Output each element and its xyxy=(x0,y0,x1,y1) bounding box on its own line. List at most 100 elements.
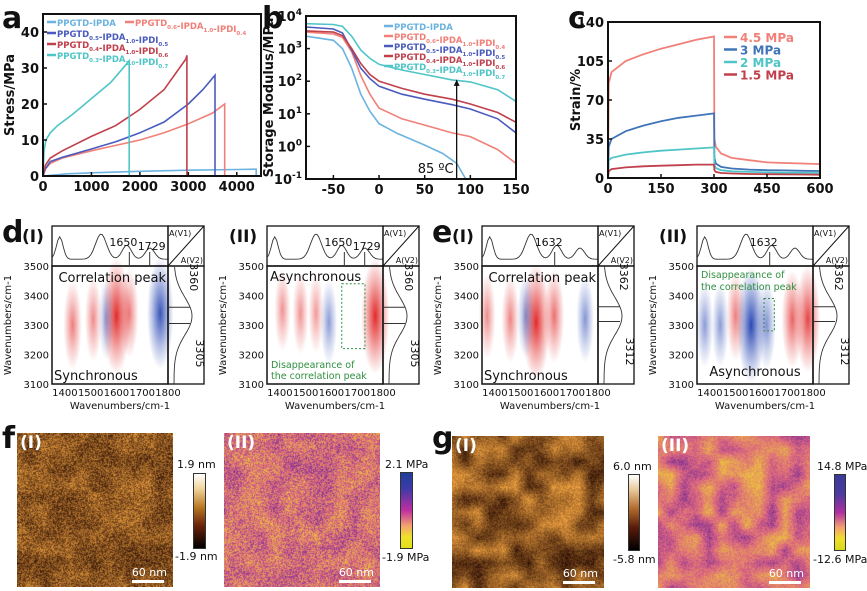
panel-label-c: c xyxy=(568,1,586,36)
top-peak-label-1: 1729 xyxy=(138,240,166,253)
contour-blob-0 xyxy=(63,280,82,370)
contour-blob-5 xyxy=(576,275,594,363)
legend-entry-2: PPGTD0.5-IPDA1.0-IPDI0.5 xyxy=(394,43,505,61)
contour-blob-0 xyxy=(696,282,714,368)
contour-blob-1 xyxy=(711,282,729,368)
top-peak-label-0: 1632 xyxy=(750,236,778,249)
colorbar-g-i-min: -5.8 nm xyxy=(613,553,656,566)
corner-label-v1: A(V1) xyxy=(169,229,191,238)
legend-entry-0: PPGTD-IPDA xyxy=(57,19,116,29)
legend-entry-3: PPGTD0.4-IPDA1.0-IPDI0.6 xyxy=(394,53,505,71)
chart-e-ii-asynchronous: 1632 A(V1) A(V2)3362 3312 1400 1500 1600 1700 18… xyxy=(648,225,851,410)
legend-entry-0: 4.5 MPa xyxy=(740,31,794,45)
y-axis-label: Wavenumbers/cm-1 xyxy=(218,275,229,375)
series-line-1 xyxy=(607,112,821,179)
y-axis-label: Wavenumbers/cm-1 xyxy=(3,275,14,375)
colorbar-g-i-max: 6.0 nm xyxy=(613,460,652,473)
series-line-0 xyxy=(305,35,467,180)
scale-bar-line xyxy=(562,581,595,584)
y-axis-label: Wavenumbers/cm-1 xyxy=(648,275,659,375)
side-peak-label-0: 3362 xyxy=(617,263,630,291)
y-axis-label: Storage Modulus/MPa xyxy=(262,18,277,178)
top-1d-spectrum xyxy=(481,233,598,260)
top-peak-label-1: 1729 xyxy=(353,240,381,253)
contour-blob-4 xyxy=(757,280,776,370)
x-tick-label: 1700 xyxy=(129,388,154,399)
contour-blob-0 xyxy=(478,273,496,359)
contour-blob-1 xyxy=(84,276,102,362)
side-peak-label-0: 3362 xyxy=(832,263,845,291)
y-tick-label: 103 xyxy=(278,41,302,58)
x-tick-label: 3000 xyxy=(170,180,206,195)
legend-entry-1: PPGTD0.6-IPDA1.0-IPDI0.4 xyxy=(135,19,246,37)
title-correlation-peak: Correlation peak xyxy=(58,271,166,286)
y-tick-label: 101 xyxy=(278,106,302,123)
colorbar-f-i-max: 1.9 nm xyxy=(177,458,216,471)
y-tick-label: 70 xyxy=(586,94,604,109)
contour-blob-4 xyxy=(517,273,535,359)
colorbar-g-ii-max: 14.8 MPa xyxy=(817,460,867,473)
side-1d-spectrum xyxy=(603,265,623,384)
x-tick-label: 50 xyxy=(416,183,434,195)
afm-image-canvas xyxy=(224,433,380,587)
y-tick-label: 3400 xyxy=(669,292,694,303)
legend-entry-3: 1.5 MPa xyxy=(740,69,794,83)
x-tick-label: 1400 xyxy=(697,388,722,399)
x-tick-label: 1500 xyxy=(508,388,533,399)
y-tick-label: 10-1 xyxy=(274,171,302,188)
sub-panel-label: (I) xyxy=(452,227,474,247)
y-tick-label: 3200 xyxy=(454,351,479,362)
corner-label-v1: A(V1) xyxy=(599,229,621,238)
contour-blob-3 xyxy=(544,269,565,364)
x-tick-label: 100 xyxy=(457,183,484,195)
colorbar-g-ii xyxy=(834,474,846,551)
x-tick-label: 450 xyxy=(753,182,780,195)
y-tick-label: 3300 xyxy=(669,321,694,332)
top-peak-label-0: 1650 xyxy=(109,236,137,249)
x-tick-label: 600 xyxy=(806,182,833,195)
corner-box xyxy=(597,225,635,267)
y-tick-label: 3500 xyxy=(24,262,49,273)
x-axis-label: Wavenumbers/cm-1 xyxy=(500,401,600,410)
colorbar-g-ii-min: -12.6 MPa xyxy=(813,553,867,566)
plot-frame xyxy=(42,13,262,177)
afm-image-canvas xyxy=(17,433,173,587)
contour-blob-4 xyxy=(361,258,390,375)
side-1d-spectrum xyxy=(388,265,408,384)
chart-a-stress-strain: 01000200030004000010203040Strain/%Stress… xyxy=(3,13,262,195)
y-tick-label: 3200 xyxy=(239,351,264,362)
annotation-line2: the correlation peak xyxy=(271,371,367,382)
y-tick-label: 3500 xyxy=(239,262,264,273)
x-tick-label: 1800 xyxy=(800,388,825,399)
annotation-line1: Disappearance of xyxy=(701,270,785,281)
y-tick-label: 3200 xyxy=(24,351,49,362)
y-tick-label: 3400 xyxy=(454,292,479,303)
panel-label-a: a xyxy=(2,1,23,36)
contour-blob-3 xyxy=(320,279,338,365)
contour-blob-1 xyxy=(501,275,520,363)
colorbar-f-ii xyxy=(400,472,413,549)
side-peak-label-1: 3305 xyxy=(193,340,206,368)
scale-bar-line xyxy=(338,580,371,583)
contour-blob-2 xyxy=(308,272,324,354)
scale-bar-label: 60 nm xyxy=(562,567,598,580)
corner-label-v2: A(V2) xyxy=(181,256,203,265)
chart-b-storage-modulus: -5005010015010-1100101102103104Temperatu… xyxy=(262,8,530,195)
x-tick-label: 1500 xyxy=(723,388,748,399)
contour-blob-1 xyxy=(292,271,309,355)
arrow-head xyxy=(453,79,460,86)
x-tick-label: 1800 xyxy=(155,388,180,399)
y-tick-label: 3100 xyxy=(24,380,49,391)
mode-label: Asynchronous xyxy=(270,270,361,285)
afm-sub-label: (I) xyxy=(20,433,42,453)
scale-bar: 60 nm xyxy=(338,566,374,583)
x-tick-label: 0 xyxy=(603,182,612,195)
y-axis-label: Wavenumbers/cm-1 xyxy=(433,275,444,375)
corner-diagonal xyxy=(597,225,635,267)
colorbar-f-i xyxy=(193,473,206,549)
series-line-3 xyxy=(607,163,821,179)
side-1d-spectrum xyxy=(173,265,193,384)
series-line-0 xyxy=(607,35,821,179)
top-peak-label-0: 1650 xyxy=(324,236,352,249)
